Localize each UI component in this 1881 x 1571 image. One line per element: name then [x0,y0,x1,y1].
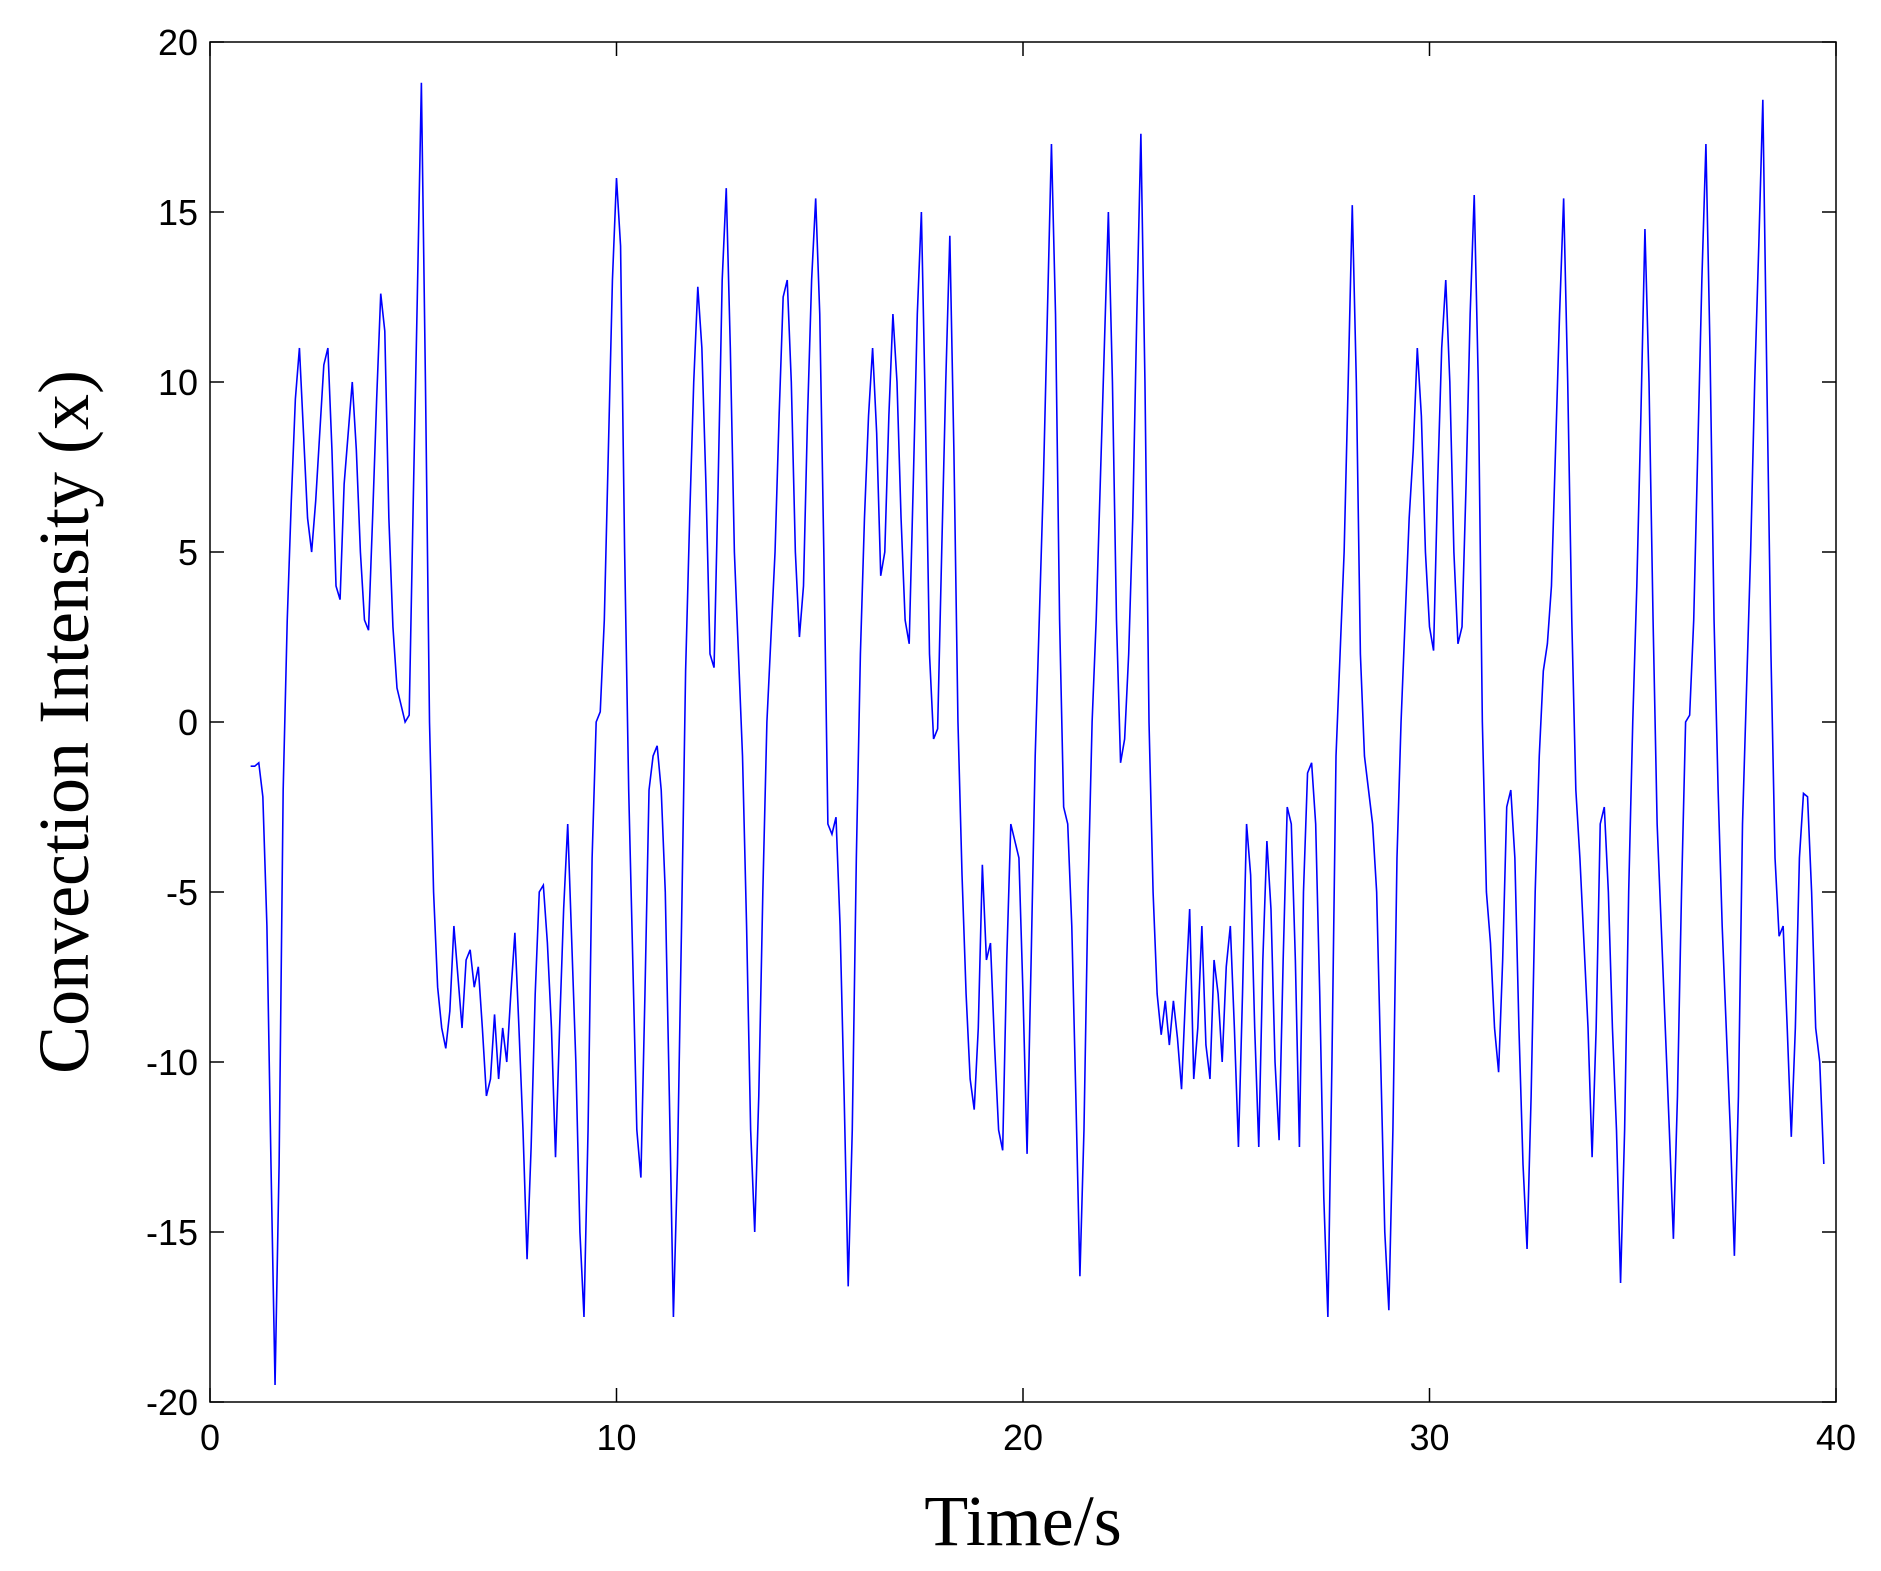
x-axis-label: Time/s [924,1481,1121,1561]
x-tick-label: 30 [1409,1417,1449,1458]
y-tick-label: -20 [146,1382,198,1423]
y-tick-label: -10 [146,1042,198,1083]
x-tick-label: 40 [1816,1417,1856,1458]
x-tick-label: 20 [1003,1417,1043,1458]
y-tick-label: -5 [166,872,198,913]
y-axis-label: Convection Intensity (x) [24,370,104,1074]
y-tick-label: 20 [158,22,198,63]
y-tick-label: 0 [178,702,198,743]
data-line [250,82,1825,1386]
y-tick-label: 15 [158,192,198,233]
y-tick-label: -15 [146,1212,198,1253]
y-tick-label: 10 [158,362,198,403]
plot-frame [209,41,1837,1403]
x-tick-label: 0 [200,1417,220,1458]
x-tick-label: 10 [596,1417,636,1458]
y-tick-label: 5 [178,532,198,573]
